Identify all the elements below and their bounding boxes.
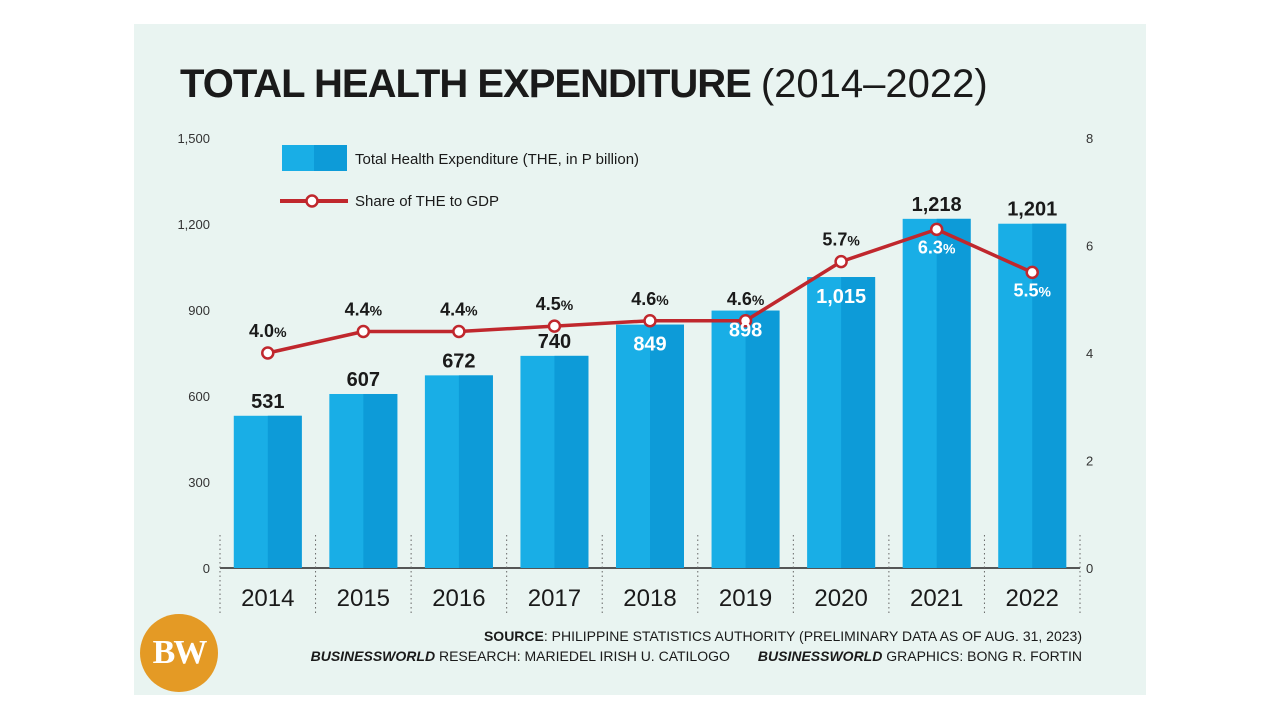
gdp-share-label: 4.5% xyxy=(536,294,574,314)
gdp-share-value: 5.5 xyxy=(1013,280,1038,300)
y-right-tick-label: 6 xyxy=(1086,239,1093,254)
gdp-share-value: 5.7 xyxy=(822,230,847,250)
bar-value-label: 849 xyxy=(633,334,666,356)
gdp-share-point xyxy=(643,314,657,328)
gdp-share-point xyxy=(356,324,371,339)
research-brand: BUSINESSWORLD xyxy=(310,648,436,664)
gdp-share-percent: % xyxy=(943,240,956,256)
y-left-tick-label: 900 xyxy=(188,303,210,318)
bar-shade-2017 xyxy=(554,355,589,568)
line-layer xyxy=(261,222,1039,360)
graphics-brand: BUSINESSWORLD xyxy=(757,648,883,664)
gdp-share-value: 4.4 xyxy=(345,300,370,320)
x-tick-label: 2016 xyxy=(432,585,485,612)
chart-title: TOTAL HEALTH EXPENDITURE (2014–2022) xyxy=(180,58,988,110)
gdp-share-label: 5.5% xyxy=(1013,280,1051,300)
bar-value-label: 1,218 xyxy=(912,194,962,216)
gdp-share-value: 6.3 xyxy=(918,237,943,257)
gdp-share-point xyxy=(834,254,848,269)
gdp-share-label: 4.0% xyxy=(249,321,287,341)
credits: SOURCE: PHILIPPINE STATISTICS AUTHORITY … xyxy=(311,626,1082,666)
gdp-share-percent: % xyxy=(465,303,478,319)
gdp-share-percent: % xyxy=(752,292,765,308)
gdp-share-point xyxy=(1025,265,1039,280)
legend-line-label: Share of THE to GDP xyxy=(355,193,499,210)
bar-shade-2019 xyxy=(745,310,780,568)
source-line: SOURCE: PHILIPPINE STATISTICS AUTHORITY … xyxy=(311,626,1082,646)
bar-shade-2016 xyxy=(458,375,493,568)
gdp-share-point xyxy=(547,319,562,333)
bar-value-label: 607 xyxy=(347,369,380,391)
credit-line: BUSINESSWORLD RESEARCH: MARIEDEL IRISH U… xyxy=(311,646,1082,666)
gdp-share-percent: % xyxy=(656,292,669,308)
y-left-tick-label: 600 xyxy=(188,389,210,404)
y-left-tick-label: 300 xyxy=(188,475,210,490)
bar-shade-2020 xyxy=(841,277,876,568)
x-tick-label: 2019 xyxy=(719,585,772,612)
gdp-share-label: 6.3% xyxy=(918,237,956,257)
gdp-share-value: 4.0 xyxy=(249,321,274,341)
bar-value-label: 898 xyxy=(729,320,762,342)
gdp-share-percent: % xyxy=(370,303,383,319)
gdp-share-point xyxy=(261,346,275,360)
bar-value-label: 1,201 xyxy=(1007,199,1057,221)
gdp-share-label: 4.4% xyxy=(440,300,478,320)
x-tick-label: 2015 xyxy=(337,585,390,612)
logo-text: BW xyxy=(152,634,208,671)
x-tick-label: 2017 xyxy=(528,585,581,612)
source-text: : PHILIPPINE STATISTICS AUTHORITY (PRELI… xyxy=(543,628,1082,644)
gdp-share-value: 4.6 xyxy=(727,289,752,309)
gdp-share-label: 4.6% xyxy=(631,289,669,309)
gdp-share-value: 4.4 xyxy=(440,300,465,320)
legend-bar-label: Total Health Expenditure (THE, in P bill… xyxy=(355,151,639,168)
legend-bar-swatch-shade xyxy=(314,145,347,171)
x-tick-label: 2021 xyxy=(910,585,963,612)
x-tick-label: 2014 xyxy=(241,585,294,612)
gdp-share-point xyxy=(738,314,753,328)
legend-line-marker xyxy=(305,194,319,208)
bar-shade-2022 xyxy=(1032,223,1067,569)
bar-shade-2014 xyxy=(267,415,302,568)
gdp-share-percent: % xyxy=(847,233,860,249)
y-right-tick-label: 8 xyxy=(1086,131,1093,146)
gdp-share-percent: % xyxy=(1039,283,1052,299)
bar-value-label: 531 xyxy=(251,391,284,413)
gdp-share-value: 4.6 xyxy=(631,289,656,309)
bar-value-label: 672 xyxy=(442,350,475,372)
research-text: RESEARCH: MARIEDEL IRISH U. CATILOGO xyxy=(435,648,730,664)
gdp-share-percent: % xyxy=(561,297,574,313)
gdp-share-point xyxy=(452,324,466,339)
legend: Total Health Expenditure (THE, in P bill… xyxy=(280,145,639,210)
gdp-share-value: 4.5 xyxy=(536,294,561,314)
graphics-text: GRAPHICS: BONG R. FORTIN xyxy=(882,648,1082,664)
gdp-share-label: 5.7% xyxy=(822,230,860,250)
gdp-share-label: 4.6% xyxy=(727,289,765,309)
title-main: TOTAL HEALTH EXPENDITURE xyxy=(180,62,752,106)
bar-shade-2018 xyxy=(650,324,684,568)
bar-shade-2015 xyxy=(363,393,398,568)
x-tick-label: 2020 xyxy=(814,585,867,612)
x-tick-label: 2022 xyxy=(1006,585,1059,612)
y-left-tick-label: 0 xyxy=(203,561,210,576)
y-right-tick-label: 2 xyxy=(1086,454,1093,469)
title-range: (2014–2022) xyxy=(760,62,988,106)
y-left-tick-label: 1,200 xyxy=(177,217,210,232)
bars-layer xyxy=(233,218,1067,569)
gdp-share-point xyxy=(929,222,944,237)
y-right-tick-label: 4 xyxy=(1086,346,1093,361)
bar-shade-2021 xyxy=(936,218,971,568)
businessworld-logo: BW xyxy=(140,614,218,692)
bar-value-label: 740 xyxy=(538,331,571,353)
gdp-share-percent: % xyxy=(274,324,287,340)
gdp-share-label: 4.4% xyxy=(345,300,383,320)
source-label: SOURCE xyxy=(483,628,544,644)
y-left-tick-label: 1,500 xyxy=(177,131,210,146)
y-right-tick-label: 0 xyxy=(1086,561,1093,576)
axes-layer: 0 300 600 900 1,200 1,500 0 2 4 6 8 2014 2015 2016 201… xyxy=(177,131,1093,615)
x-tick-label: 2018 xyxy=(623,585,676,612)
bar-value-label: 1,015 xyxy=(816,286,866,308)
